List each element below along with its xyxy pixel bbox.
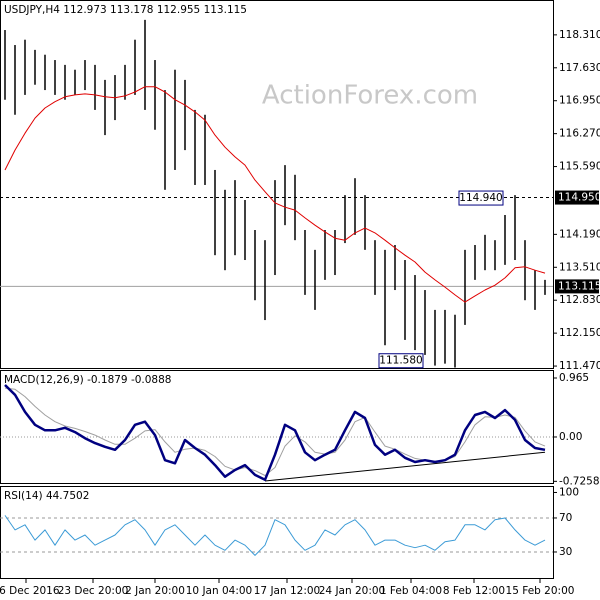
- x-tick-label: 10 Jan 04:00: [186, 585, 252, 597]
- y-tick-label: 116.950: [559, 95, 600, 107]
- line-series: [4, 387, 546, 476]
- y-tick-label: 0.00: [559, 431, 582, 443]
- y-tick-label: 113.510: [559, 261, 600, 273]
- x-tick-label: 15 Feb 20:00: [506, 585, 575, 597]
- line-series: [4, 515, 546, 556]
- x-tick-label: 8 Feb 12:00: [443, 585, 505, 597]
- price-level-label: 114.950: [558, 192, 600, 204]
- annotation-label: 111.580: [379, 355, 422, 367]
- annotation-label: 114.940: [459, 192, 502, 204]
- y-tick-label: 116.270: [559, 128, 600, 140]
- y-tick-label: 114.190: [559, 228, 600, 240]
- annotation-box: [378, 353, 424, 369]
- price-level-label: 113.115: [558, 280, 600, 292]
- panel-title: RSI(14) 44.7502: [4, 490, 89, 502]
- y-tick-label: -0.7258: [559, 475, 600, 487]
- panel-title: USDJPY,H4 112.973 113.178 112.955 113.11…: [4, 4, 247, 16]
- x-tick-label: 16 Dec 2016: [0, 585, 60, 597]
- panel-frame: [0, 370, 554, 484]
- y-tick-label: 100: [559, 486, 579, 498]
- panel-frame: [0, 486, 554, 579]
- x-tick-label: 23 Dec 20:00: [58, 585, 129, 597]
- y-tick-label: 117.630: [559, 62, 600, 74]
- x-tick-label: 24 Jan 20:00: [319, 585, 385, 597]
- x-tick-label: 17 Jan 12:00: [254, 585, 320, 597]
- panel-frame: [0, 0, 554, 369]
- line-series: [4, 384, 546, 482]
- y-tick-label: 70: [559, 512, 572, 524]
- price-level-tag: [555, 190, 599, 205]
- panel-title: MACD(12,26,9) -0.1879 -0.0888: [4, 374, 171, 386]
- y-tick-label: 0.965: [559, 372, 589, 384]
- watermark: ActionForex.com: [262, 81, 478, 111]
- y-tick-label: 112.830: [559, 294, 600, 306]
- price-level-tag: [555, 279, 599, 294]
- y-tick-label: 111.470: [559, 360, 600, 372]
- y-tick-label: 112.150: [559, 327, 600, 339]
- y-tick-label: 118.310: [559, 29, 600, 41]
- x-tick-label: 1 Feb 04:00: [380, 585, 442, 597]
- y-tick-label: 30: [559, 546, 572, 558]
- x-tick-label: 2 Jan 20:00: [125, 585, 185, 597]
- y-tick-label: 115.590: [559, 161, 600, 173]
- annotation-box: [458, 190, 504, 206]
- trend-line: [264, 451, 546, 482]
- line-series: [4, 86, 546, 303]
